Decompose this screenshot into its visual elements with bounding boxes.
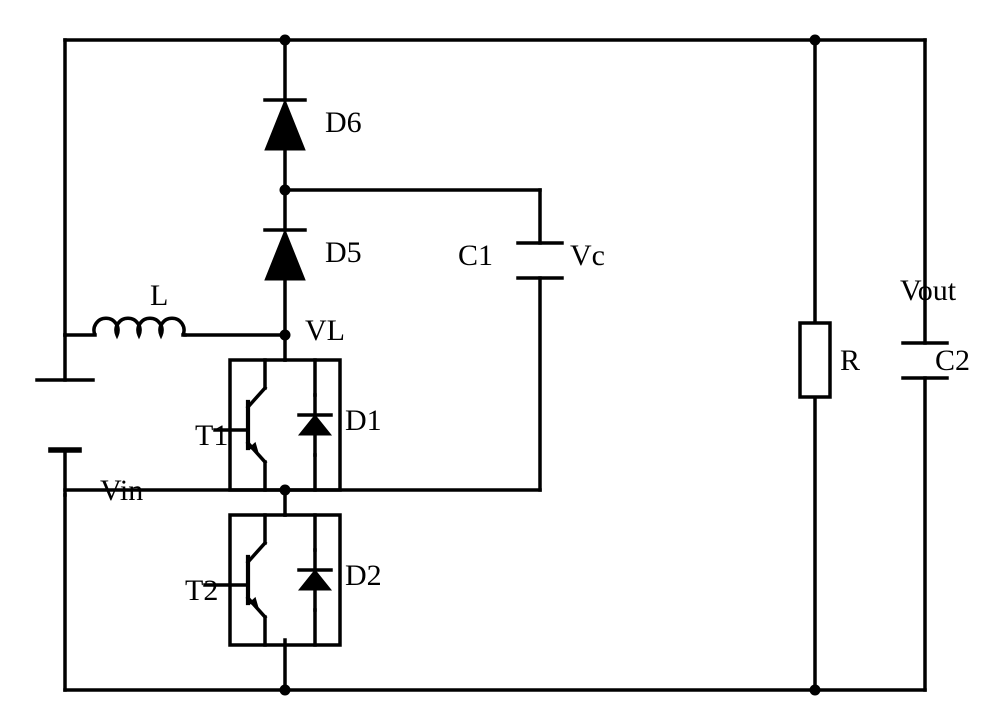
label-d5: D5	[325, 236, 362, 269]
label-t2: T2	[185, 574, 218, 607]
label-l: L	[150, 279, 168, 312]
label-vc: Vc	[570, 239, 605, 272]
label-c2: C2	[935, 344, 970, 377]
label-d2: D2	[345, 559, 382, 592]
label-vout: Vout	[900, 274, 957, 307]
label-vl: VL	[305, 314, 345, 347]
label-d6: D6	[325, 106, 362, 139]
label-c1: C1	[458, 239, 493, 272]
label-r: R	[840, 344, 860, 377]
label-t1: T1	[195, 419, 228, 452]
circuit-schematic: D6 D5 C1 Vc L VL T1 D1 Vin T2 D2 R C2 Vout	[0, 0, 1000, 720]
label-d1: D1	[345, 404, 382, 437]
label-vin: Vin	[100, 474, 143, 507]
